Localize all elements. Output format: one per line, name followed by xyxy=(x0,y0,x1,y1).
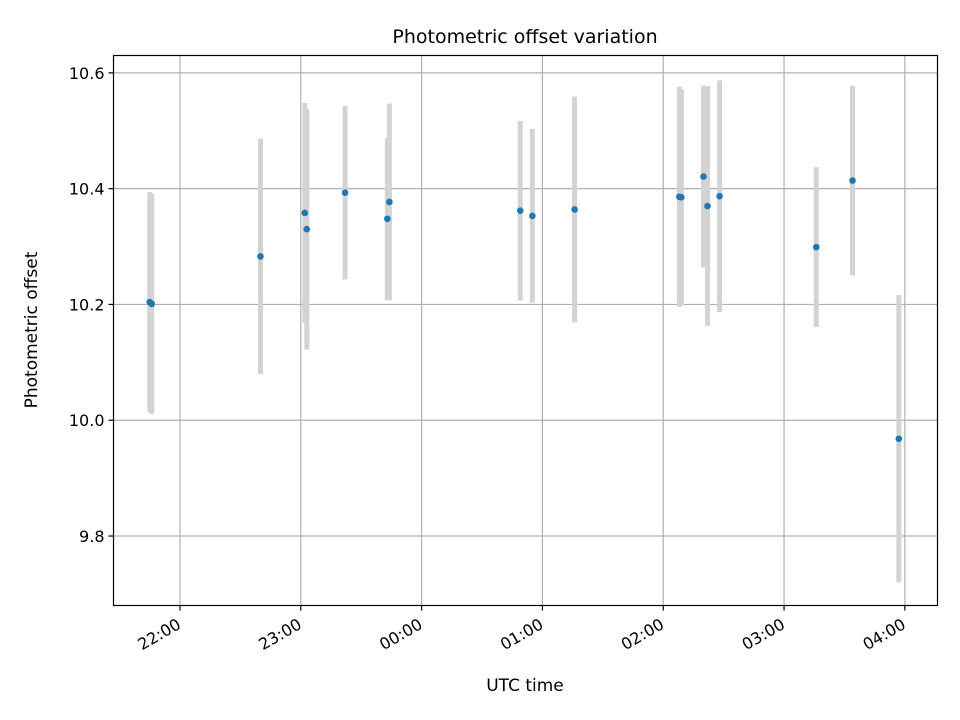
grid xyxy=(113,55,938,606)
data-point xyxy=(700,173,707,180)
data-point xyxy=(303,225,311,233)
plot-frame xyxy=(112,54,939,607)
data-point xyxy=(716,192,723,200)
y-tick-label: 10.4 xyxy=(69,180,105,199)
y-tick-label: 9.8 xyxy=(79,527,104,546)
data-point xyxy=(678,194,685,201)
y-axis-label: Photometric offset xyxy=(22,251,42,408)
y-axis: 9.8 10.0 10.2 10.4 10.6 xyxy=(69,64,114,546)
data-point xyxy=(301,209,309,217)
data-point xyxy=(257,253,264,260)
data-point xyxy=(529,212,536,220)
y-tick-label: 10.0 xyxy=(69,411,105,430)
data-point xyxy=(704,202,711,210)
x-axis-label: UTC time xyxy=(486,676,564,696)
y-tick-label: 10.6 xyxy=(69,64,105,83)
data-point xyxy=(341,189,349,197)
data-point xyxy=(895,435,903,443)
data-point xyxy=(571,206,578,213)
data-point xyxy=(386,198,393,206)
data-points xyxy=(146,173,903,443)
data-point xyxy=(384,215,391,223)
data-point xyxy=(849,177,856,184)
chart-title: Photometric offset variation xyxy=(392,26,657,48)
data-point xyxy=(148,300,156,308)
data-point xyxy=(812,243,820,251)
data-point xyxy=(516,207,524,214)
y-tick-label: 10.2 xyxy=(69,295,105,314)
